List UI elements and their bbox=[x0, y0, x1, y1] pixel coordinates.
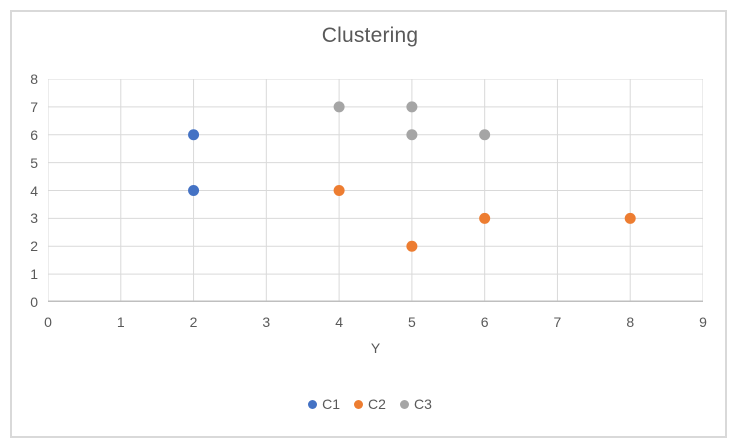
data-point-C2 bbox=[333, 185, 345, 196]
data-point-C2 bbox=[406, 240, 418, 252]
x-tick-label: 8 bbox=[626, 314, 635, 330]
x-tick-label: 7 bbox=[553, 314, 562, 330]
data-point-C1 bbox=[188, 129, 200, 141]
y-tick-label: 2 bbox=[30, 238, 38, 255]
y-tick-label: 6 bbox=[30, 126, 38, 143]
legend-item-C3: C3 bbox=[399, 396, 432, 412]
legend-marker-icon bbox=[399, 399, 409, 409]
data-point-C3 bbox=[406, 129, 418, 141]
data-point-C1 bbox=[188, 185, 200, 196]
y-tick-label: 1 bbox=[30, 266, 38, 283]
x-tick-label: 6 bbox=[480, 314, 489, 330]
x-tick-label: 3 bbox=[262, 314, 271, 330]
y-tick-label: 3 bbox=[30, 210, 38, 227]
x-tick-label: 9 bbox=[699, 314, 707, 330]
legend-label: C3 bbox=[413, 396, 432, 412]
legend-label: C2 bbox=[368, 396, 386, 412]
y-tick-label: 7 bbox=[30, 98, 38, 115]
x-tick-label: 1 bbox=[116, 314, 125, 330]
chart-title: Clustering bbox=[321, 24, 419, 47]
y-tick-label: 5 bbox=[30, 154, 38, 171]
chart-legend: C1 C2 C3 bbox=[0, 396, 740, 412]
legend-label: C1 bbox=[322, 396, 341, 412]
x-axis-title: Y bbox=[370, 340, 381, 356]
data-point-C2 bbox=[624, 212, 636, 224]
y-tick-label: 4 bbox=[30, 182, 38, 199]
legend-marker-icon bbox=[354, 399, 364, 409]
data-point-C3 bbox=[333, 101, 345, 113]
legend-item-C2: C2 bbox=[354, 396, 386, 412]
data-point-C3 bbox=[406, 101, 418, 113]
legend-marker-icon bbox=[308, 399, 318, 409]
data-point-C2 bbox=[479, 212, 491, 224]
scatter-plot bbox=[48, 79, 703, 302]
x-tick-label: 5 bbox=[407, 314, 416, 330]
y-tick-label: 8 bbox=[30, 71, 38, 87]
legend-item-C1: C1 bbox=[308, 396, 340, 412]
x-tick-label: 2 bbox=[189, 314, 198, 330]
y-tick-label: 0 bbox=[30, 294, 38, 310]
x-tick-label: 0 bbox=[44, 314, 52, 330]
x-tick-label: 4 bbox=[335, 314, 343, 330]
chart-frame-border bbox=[10, 10, 727, 438]
plot-area bbox=[48, 79, 703, 302]
data-point-C3 bbox=[479, 129, 491, 141]
